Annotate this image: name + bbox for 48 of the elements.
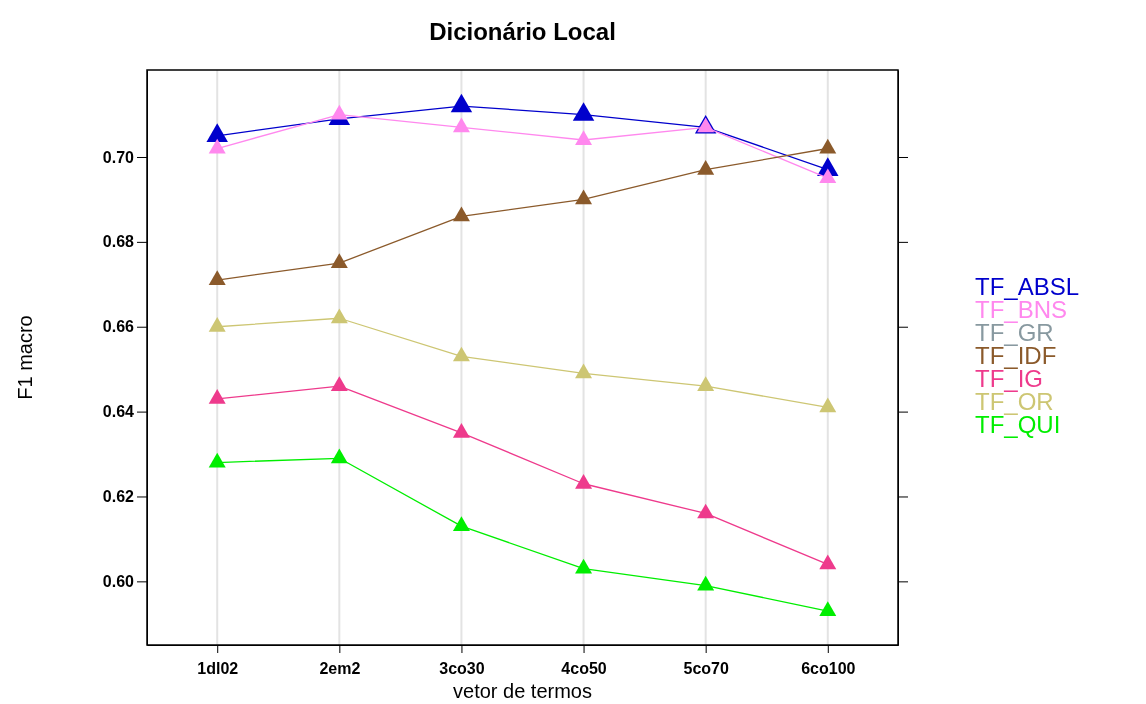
point xyxy=(572,102,595,121)
point xyxy=(330,448,348,464)
point xyxy=(575,363,593,379)
point xyxy=(330,376,348,392)
point xyxy=(575,189,593,205)
y-axis-title: F1 macro xyxy=(14,315,36,400)
y-tick-label: 0.62 xyxy=(102,488,135,506)
y-tick-label: 0.68 xyxy=(102,233,135,251)
point xyxy=(697,159,715,175)
point xyxy=(330,253,348,268)
point xyxy=(697,575,715,591)
point xyxy=(819,397,837,413)
point xyxy=(452,117,470,133)
chart-title: Dicionário Local xyxy=(429,18,616,45)
y-tick-label: 0.70 xyxy=(102,148,135,166)
x-tick-label: 3co30 xyxy=(439,659,485,677)
x-tick-label: 6co100 xyxy=(801,659,856,677)
point xyxy=(208,270,226,285)
point xyxy=(452,423,470,438)
x-tick-label: 4co50 xyxy=(561,659,607,677)
y-tick-label: 0.60 xyxy=(102,572,135,590)
point xyxy=(575,473,593,489)
point xyxy=(450,93,473,113)
point xyxy=(206,123,228,142)
point xyxy=(208,389,226,404)
point xyxy=(575,130,593,145)
x-tick-label: 1dl02 xyxy=(197,659,239,677)
point xyxy=(208,452,226,468)
point xyxy=(697,376,715,392)
text: TF_ABSL xyxy=(975,273,1080,300)
point xyxy=(575,558,593,574)
x-tick-label: 5co70 xyxy=(683,659,729,677)
point xyxy=(819,168,837,184)
point xyxy=(819,554,837,570)
point xyxy=(208,316,226,332)
point xyxy=(819,601,837,616)
point xyxy=(330,308,348,324)
point xyxy=(208,138,226,154)
x-tick-label: 2em2 xyxy=(319,659,361,677)
point xyxy=(452,516,470,532)
point xyxy=(452,206,470,222)
y-tick-label: 0.66 xyxy=(102,318,135,336)
point xyxy=(819,138,837,154)
point xyxy=(330,104,348,120)
y-tick-label: 0.64 xyxy=(102,403,135,421)
point xyxy=(697,503,715,519)
x-axis-title: vetor de termos xyxy=(453,680,592,702)
point xyxy=(452,346,470,362)
